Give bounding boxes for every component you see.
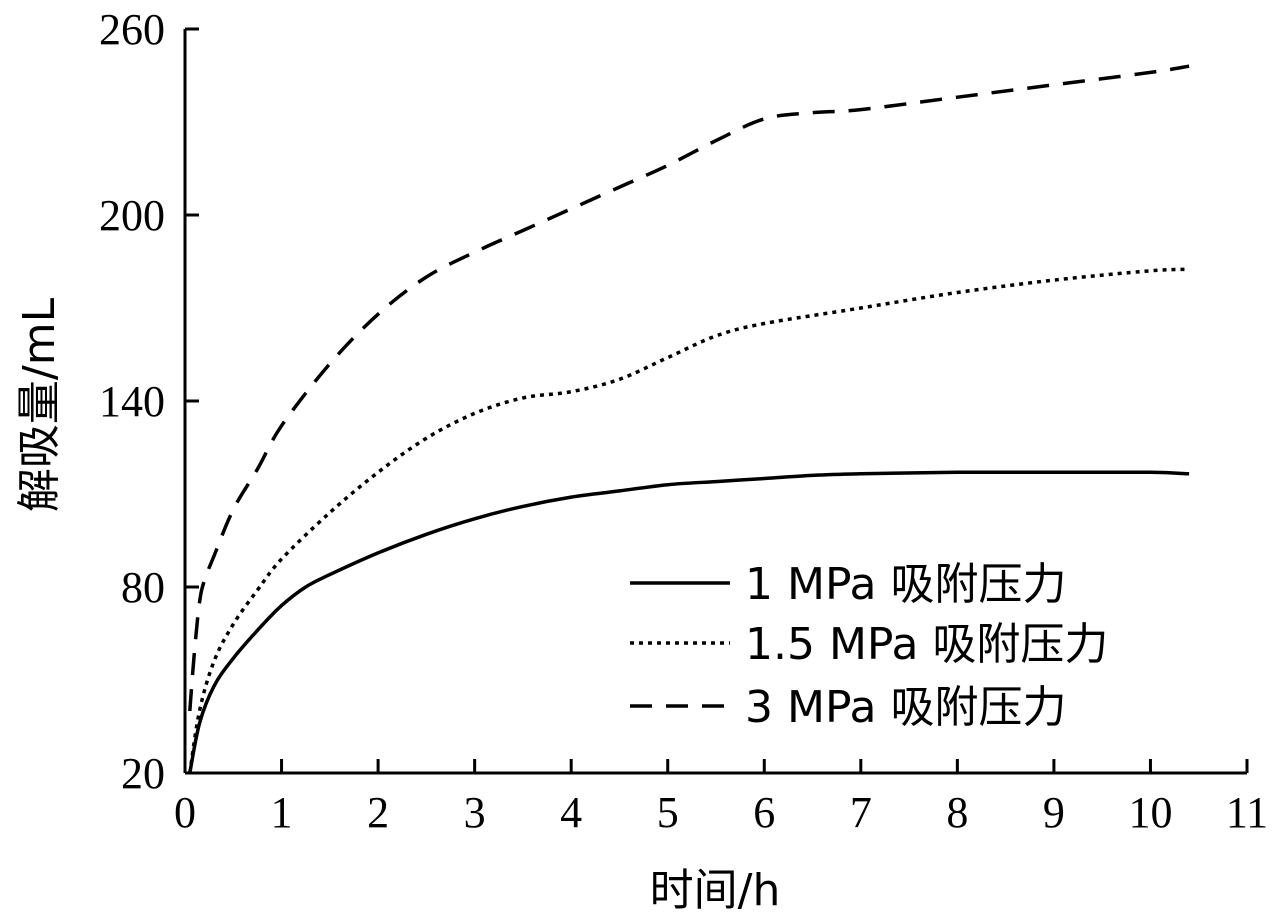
series-line-0 (188, 470, 1190, 774)
y-tick-label: 200 (99, 191, 165, 240)
x-tick-label: 8 (946, 788, 968, 837)
x-axis-label: 时间/h (650, 865, 781, 916)
legend-label-1mpa: 1 MPa 吸附压力 (745, 559, 1066, 610)
legend-label-1-5mpa: 1.5 MPa 吸附压力 (745, 619, 1108, 670)
y-tick-label: 140 (99, 377, 165, 426)
series-group (188, 64, 1190, 774)
x-tick-label: 11 (1226, 788, 1268, 837)
legend-item-3mpa: 3 MPa 吸附压力 (630, 682, 1066, 733)
x-tick-label: 7 (850, 788, 872, 837)
legend-item-1-5mpa: 1.5 MPa 吸附压力 (630, 619, 1108, 670)
y-tick-label: 20 (121, 749, 165, 798)
x-tick-label: 2 (367, 788, 389, 837)
series-line-2 (188, 64, 1190, 712)
y-axis-label: 解吸量/mL (14, 297, 65, 512)
x-tick-label: 4 (560, 788, 582, 837)
y-tick-label: 80 (121, 563, 165, 612)
x-tick-label: 1 (271, 788, 293, 837)
x-ticks: 0 1 2 3 4 5 6 7 8 9 10 11 (174, 759, 1268, 837)
legend-item-1mpa: 1 MPa 吸附压力 (630, 559, 1066, 610)
x-tick-label: 5 (657, 788, 679, 837)
x-tick-label: 9 (1043, 788, 1065, 837)
x-tick-label: 10 (1128, 788, 1172, 837)
x-tick-label: 3 (464, 788, 486, 837)
y-ticks: 20 80 140 200 260 (99, 5, 199, 798)
x-tick-label: 6 (753, 788, 775, 837)
x-tick-label: 0 (174, 788, 196, 837)
legend-label-3mpa: 3 MPa 吸附压力 (745, 682, 1066, 733)
legend: 1 MPa 吸附压力 1.5 MPa 吸附压力 3 MPa 吸附压力 (630, 559, 1108, 733)
y-tick-label: 260 (99, 5, 165, 54)
series-line-1 (188, 267, 1190, 774)
